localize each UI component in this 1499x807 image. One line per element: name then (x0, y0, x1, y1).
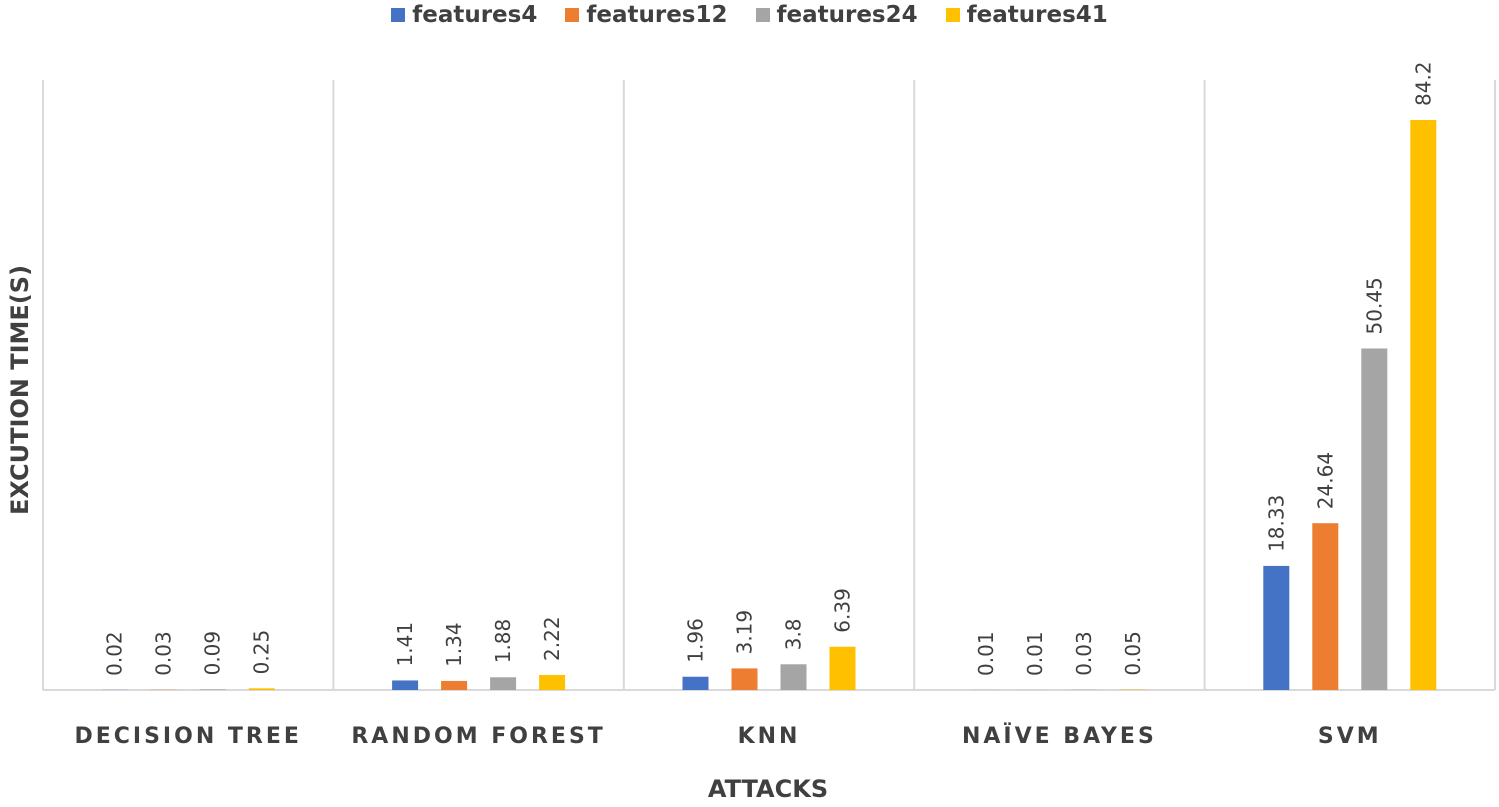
bar-features24-4 (1361, 348, 1388, 690)
category-label: SVM (1318, 724, 1382, 749)
category-label: DECISION TREE (74, 724, 301, 749)
legend-swatch (945, 8, 960, 22)
category-label: RANDOM FOREST (351, 724, 605, 749)
data-label: 1.88 (491, 619, 515, 664)
data-label: 0.01 (1023, 631, 1047, 676)
data-label: 0.09 (201, 631, 225, 676)
data-label: 0.03 (1072, 631, 1096, 676)
bar-features12-4 (1312, 523, 1339, 690)
data-label: 0.02 (103, 631, 127, 676)
legend-label: features4 (412, 2, 538, 28)
bar-features41-2 (829, 646, 856, 690)
data-label: 0.01 (974, 631, 998, 676)
data-label: 50.45 (1362, 277, 1386, 334)
legend-item-features4: features4 (391, 2, 537, 28)
bar-features4-2 (682, 676, 709, 690)
data-label: 0.05 (1121, 631, 1145, 676)
data-label: 0.03 (152, 631, 176, 676)
data-label: 3.8 (782, 618, 806, 650)
category-label: NAÏVE BAYES (962, 723, 1157, 749)
bar-features12-1 (441, 680, 468, 690)
bar-features24-0 (199, 689, 226, 690)
legend-swatch (755, 8, 770, 22)
legend-swatch (565, 8, 580, 22)
legend-label: features41 (966, 2, 1108, 28)
chart-legend: features4 features12 features24 features41 (0, 2, 1499, 28)
bar-features24-1 (490, 677, 517, 690)
data-label: 1.41 (393, 622, 417, 667)
data-label: 0.25 (250, 630, 274, 675)
legend-item-features24: features24 (755, 2, 918, 28)
x-axis-title: ATTACKS (707, 775, 829, 803)
data-label: 1.96 (684, 618, 708, 663)
legend-item-features12: features12 (565, 2, 728, 28)
bar-features41-1 (539, 674, 566, 690)
bar-features12-2 (731, 668, 758, 690)
legend-item-features41: features41 (945, 2, 1108, 28)
data-label: 24.64 (1313, 452, 1337, 509)
data-label: 6.39 (831, 588, 855, 633)
data-label: 1.34 (442, 622, 466, 667)
bar-features4-4 (1263, 565, 1290, 690)
bar-features24-2 (780, 664, 807, 690)
data-label: 84.2 (1411, 61, 1435, 106)
data-label: 2.22 (540, 616, 564, 661)
legend-label: features24 (776, 2, 918, 28)
legend-label: features12 (586, 2, 728, 28)
bar-features41-0 (248, 688, 275, 690)
bar-features4-1 (392, 680, 419, 690)
category-label: KNN (738, 724, 801, 749)
data-label: 18.33 (1264, 495, 1288, 552)
legend-swatch (391, 8, 406, 22)
bar-features41-4 (1410, 120, 1437, 690)
data-label: 3.19 (733, 610, 757, 655)
